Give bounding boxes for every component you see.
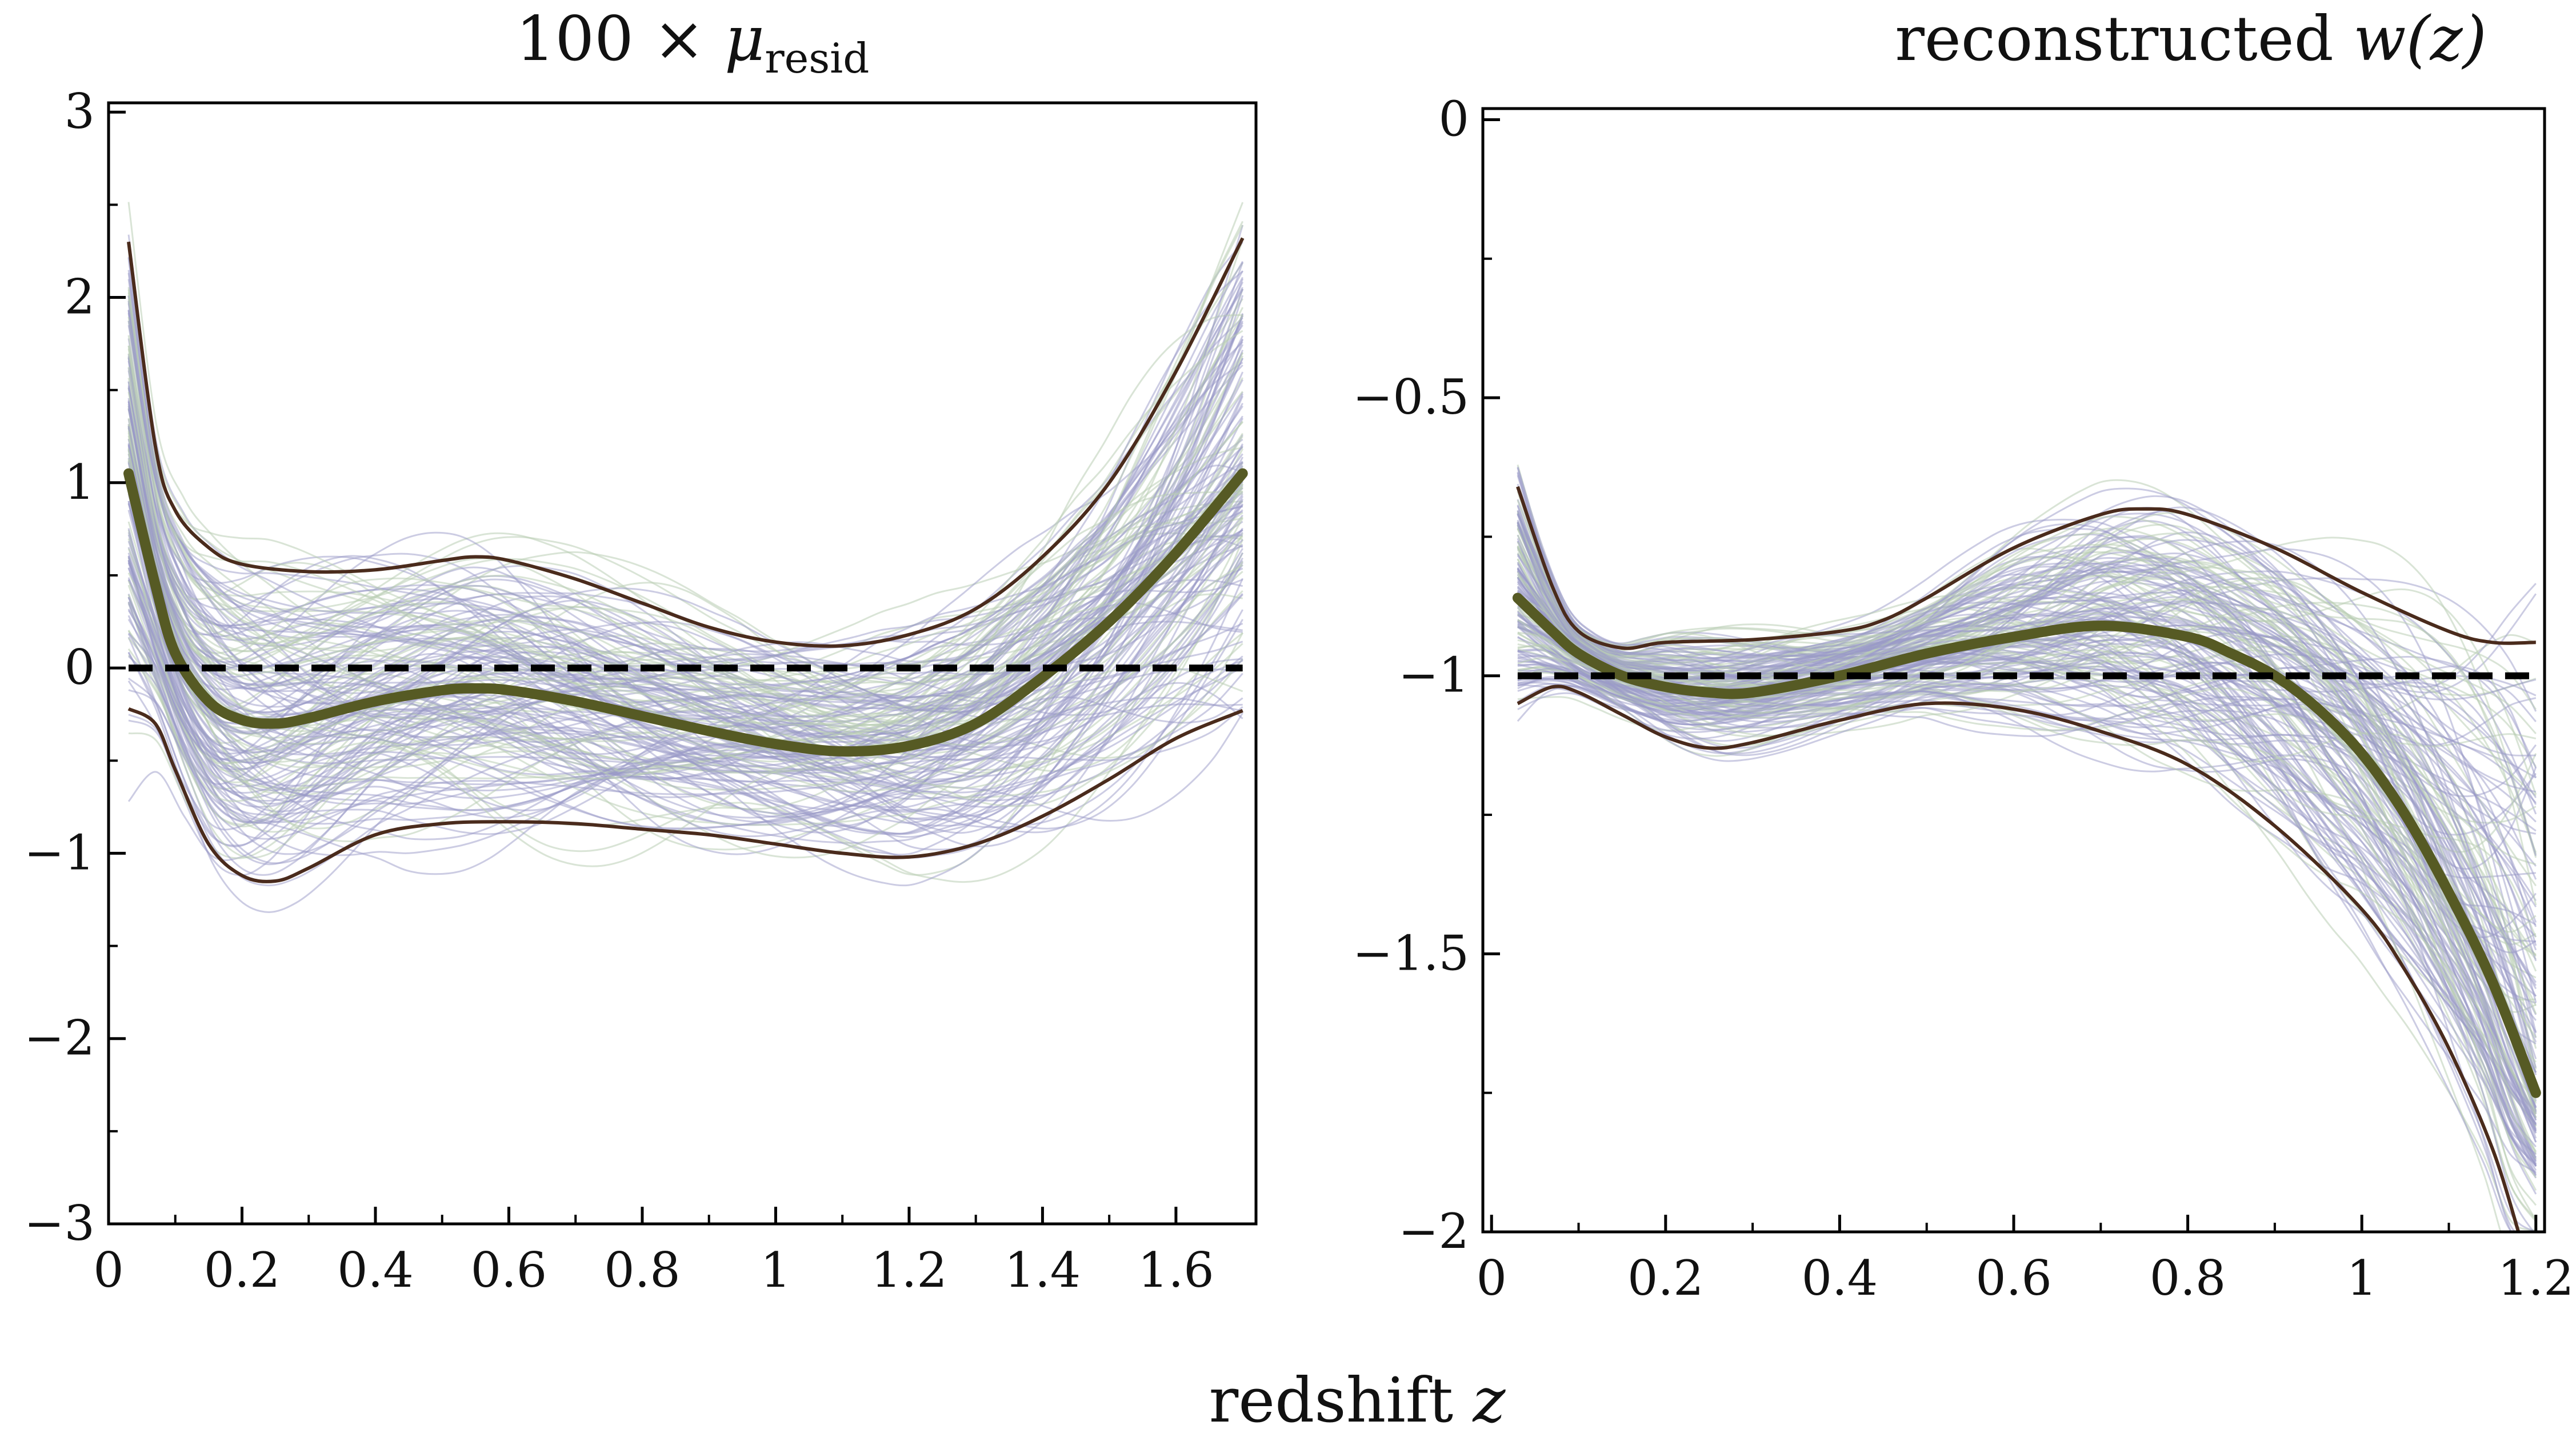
sample-curve	[1517, 683, 2535, 1232]
shared-x-axis-label: redshift z	[1209, 1365, 1506, 1433]
x-tick-label: 0	[93, 1242, 123, 1298]
sample-curve	[1517, 626, 2513, 1232]
y-tick-label: −1.5	[1353, 925, 1469, 981]
sample-curve	[1517, 466, 2537, 997]
sample-curve	[127, 460, 1243, 739]
chart-title-mu-resid: 100 × μresid	[516, 3, 870, 82]
sample-curve	[127, 632, 1243, 867]
sample-curve	[1517, 546, 2537, 796]
sample-curve	[1517, 571, 2537, 697]
sample-curve	[127, 458, 1243, 843]
sample-curve	[127, 593, 1243, 859]
series-line-upper	[1516, 486, 2536, 650]
sample-curve	[1517, 558, 2537, 1038]
sample-curve	[127, 257, 1244, 713]
x-tick-label: 0	[1477, 1250, 1507, 1306]
y-tick-label: 0	[1439, 91, 1469, 147]
series-line-lower	[127, 707, 1243, 883]
x-tick-label: 0.6	[471, 1242, 547, 1298]
sample-curve	[127, 261, 1244, 770]
plot-frame	[1481, 107, 2546, 1234]
y-tick-label: −2	[24, 1010, 95, 1066]
plot-frame	[107, 101, 1258, 1226]
sample-curve	[1517, 513, 2537, 986]
sample-curve	[1517, 562, 2537, 1068]
x-tick-label: 1.6	[1138, 1242, 1214, 1298]
sample-curve	[1517, 473, 2537, 1032]
sample-curve	[127, 314, 1243, 732]
x-tick-label: 0.8	[2150, 1250, 2226, 1306]
y-tick-label: 1	[65, 454, 95, 510]
x-tick-label: 0.2	[1627, 1250, 1704, 1306]
sample-curve	[127, 245, 1243, 724]
x-tick-label: 0.4	[1802, 1250, 1878, 1306]
sample-curve	[127, 409, 1243, 819]
x-tick-label: 0.2	[204, 1242, 281, 1298]
sample-curve	[127, 543, 1243, 913]
axis-ticks: 0 0.2 0.4 0.6 0.8 1 1.2 −2 −1.5 −1 −0.5 0	[1353, 91, 2574, 1306]
sample-curve	[1517, 479, 2537, 767]
y-tick-label: 2	[65, 269, 95, 325]
x-tick-label: 1.4	[1005, 1242, 1081, 1298]
series-line-mean	[1512, 593, 2541, 1098]
chart-panel-w-z: reconstructed w(z) 0 0.2 0.4 0.6 0.8 1 1.2 −2 −1…	[1353, 3, 2574, 1306]
sample-curve	[127, 344, 1244, 767]
chart-panel-mu-resid: 100 × μresid 0 0.2 0.4 0.6 0.8 1 1.2 1.4 1.6 −3 −2…	[24, 3, 1258, 1298]
y-tick-label: 3	[65, 83, 95, 139]
series-line-lower	[1517, 685, 2521, 1232]
x-tick-label: 1	[2346, 1250, 2377, 1306]
y-tick-label: −3	[24, 1195, 95, 1251]
sample-curve	[127, 457, 1244, 855]
sample-curve	[127, 655, 1243, 830]
sample-curve	[127, 521, 1243, 876]
series-layer	[1512, 486, 2541, 1232]
sample-curve	[1517, 638, 2537, 1159]
sample-curve	[1517, 510, 2537, 1121]
y-tick-label: −1	[1398, 647, 1469, 703]
sample-curve	[1517, 543, 2537, 956]
sample-curve	[1517, 662, 2537, 1118]
x-tick-label: 0.8	[604, 1242, 681, 1298]
sample-curve	[127, 321, 1243, 686]
sample-curve	[1517, 613, 2537, 1231]
x-tick-label: 1.2	[871, 1242, 947, 1298]
sample-curve	[1517, 510, 2537, 954]
sample-curve	[1517, 527, 2537, 906]
sample-curve	[127, 395, 1244, 774]
y-tick-label: −1	[24, 824, 95, 880]
series-layer	[123, 237, 1248, 883]
x-tick-label: 0.4	[337, 1242, 414, 1298]
sample-curve	[1517, 610, 2537, 880]
chart-title-w-z: reconstructed w(z)	[1895, 3, 2487, 75]
axis-ticks: 0 0.2 0.4 0.6 0.8 1 1.2 1.4 1.6 −3 −2 −1 0 1 2 3	[24, 83, 1214, 1298]
series-line-mean	[123, 468, 1248, 757]
sample-curve	[127, 438, 1243, 750]
sample-curve	[127, 472, 1243, 838]
y-tick-label: −0.5	[1353, 369, 1469, 425]
sample-curve	[127, 539, 1243, 864]
sample-curve	[127, 385, 1243, 757]
y-tick-label: −2	[1398, 1203, 1469, 1259]
sample-curve	[1517, 522, 2537, 926]
sample-curve	[1517, 577, 2537, 990]
x-tick-label: 1	[761, 1242, 791, 1298]
series-line-upper	[127, 237, 1245, 648]
x-tick-label: 1.2	[2498, 1250, 2574, 1306]
sample-curve	[127, 615, 1243, 840]
y-tick-label: 0	[65, 639, 95, 695]
sample-curve	[1517, 631, 2537, 1155]
sample-curve	[127, 481, 1243, 764]
sample-curve	[1517, 683, 2537, 1126]
sample-curve	[127, 378, 1243, 742]
sample-curve	[127, 491, 1243, 754]
sample-curve	[1517, 483, 2537, 1034]
sample-curve	[127, 225, 1244, 740]
x-tick-label: 0.6	[1975, 1250, 2052, 1306]
